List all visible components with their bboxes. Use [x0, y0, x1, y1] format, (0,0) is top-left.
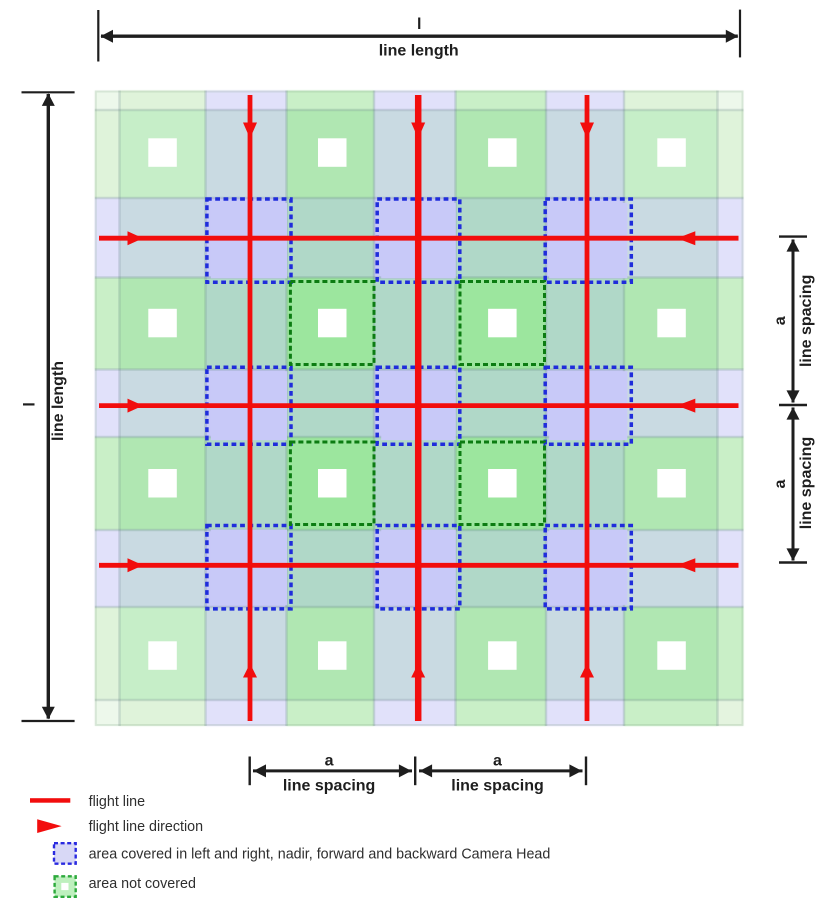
svg-text:flight line direction: flight line direction — [89, 819, 203, 835]
svg-text:line length: line length — [50, 361, 67, 441]
svg-text:line length: line length — [379, 43, 459, 60]
svg-text:line spacing: line spacing — [283, 778, 375, 795]
svg-text:a: a — [325, 753, 334, 770]
svg-text:a: a — [772, 479, 789, 488]
svg-text:flight line: flight line — [89, 794, 145, 810]
svg-text:l: l — [22, 402, 39, 406]
svg-text:area not covered: area not covered — [89, 876, 196, 892]
svg-text:line spacing: line spacing — [798, 275, 815, 367]
svg-text:line spacing: line spacing — [798, 437, 815, 529]
svg-text:area covered in left and right: area covered in left and right, nadir, f… — [89, 847, 551, 863]
svg-text:a: a — [772, 316, 789, 325]
svg-text:a: a — [493, 753, 502, 770]
svg-text:l: l — [417, 16, 421, 33]
svg-text:line spacing: line spacing — [451, 778, 543, 795]
